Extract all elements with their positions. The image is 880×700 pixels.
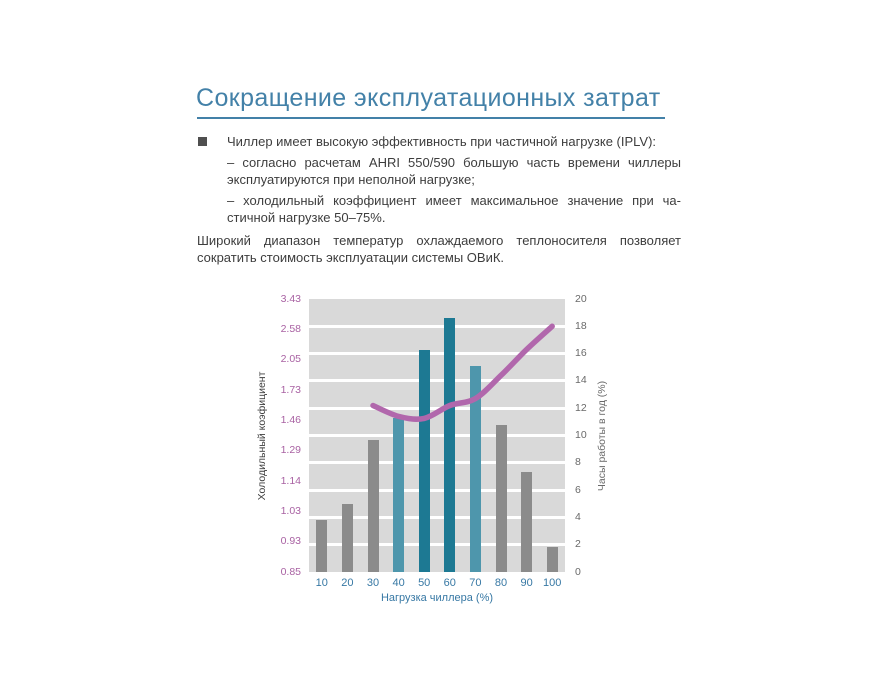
bullet-item: Чиллер имеет высокую эффективность при ч… [197, 133, 681, 150]
grid-line [309, 461, 565, 465]
left-tick-label: 0.93 [280, 535, 301, 548]
grid-line [309, 434, 565, 437]
title-underline [197, 117, 665, 119]
chart-plot-area: Холодильный коэфициент Часы работы в год… [256, 293, 608, 605]
bar-30 [367, 439, 379, 572]
right-tick-label: 20 [575, 292, 587, 305]
square-bullet-icon [198, 137, 207, 146]
bar-40 [393, 417, 405, 572]
body-text: Чиллер имеет высокую эффективность при ч… [197, 133, 681, 266]
right-tick-label: 16 [575, 347, 587, 360]
grid-line [309, 352, 565, 356]
x-tick-label: 50 [418, 577, 431, 589]
bar-90 [521, 472, 533, 572]
closing-paragraph-line-2: сократить стоимость эксплуатации системы… [197, 250, 505, 265]
left-tick-label: 1.03 [280, 504, 301, 517]
sub-item-1-line-2: эксплуатируются при неполной нагрузке; [227, 172, 475, 187]
right-tick-label: 8 [575, 456, 581, 469]
right-tick-label: 6 [575, 483, 581, 496]
grid-line [309, 515, 565, 519]
x-tick-label: 20 [341, 577, 354, 589]
x-tick-label: 10 [315, 577, 328, 589]
left-tick-label: 3.43 [280, 292, 301, 305]
x-tick-label: 70 [469, 577, 482, 589]
x-tick-label: 100 [543, 577, 562, 589]
left-tick-label: 0.85 [280, 565, 301, 578]
cop-line [370, 323, 555, 422]
bar-60 [444, 318, 456, 572]
bar-20 [341, 503, 353, 572]
bullet-text: Чиллер имеет высокую эффективность при ч… [227, 134, 657, 149]
bar-70 [469, 365, 481, 572]
x-tick-label: 80 [494, 577, 508, 589]
left-tick-label: 2.05 [280, 353, 301, 366]
grid-line [309, 543, 565, 547]
bar-100 [546, 547, 558, 572]
right-tick-label: 14 [575, 374, 587, 387]
left-tick-label: 1.46 [280, 413, 301, 426]
sub-item-1: – согласно расчетам AHRI 550/590 большую… [197, 154, 681, 188]
cop-line-layer [370, 323, 555, 422]
left-tick-label: 1.14 [280, 474, 301, 487]
left-tick-label: 1.29 [280, 444, 301, 457]
sub-item-2-line-1: – холодильный коэффициент имеет максимал… [227, 193, 681, 208]
page-title: Сокращение эксплуатационных затрат [196, 84, 661, 112]
bar-10 [316, 520, 328, 572]
right-tick-label: 2 [575, 538, 581, 551]
x-axis-title: Нагрузка чиллера (%) [380, 592, 494, 604]
right-tick-label: 0 [575, 565, 581, 578]
grid-line [309, 488, 565, 492]
grid-line [309, 406, 565, 410]
closing-paragraph-line-1: Широкий диапазон температур охлаждаемого… [197, 233, 681, 248]
left-tick-label: 2.58 [280, 322, 301, 335]
x-tick-label: 90 [520, 577, 533, 589]
x-tick-label: 60 [443, 577, 456, 589]
right-tick-label: 4 [575, 510, 581, 523]
grid-line [309, 324, 565, 328]
x-tick-label: 40 [392, 577, 405, 589]
closing-paragraph: Широкий диапазон температур охлаждаемого… [197, 232, 681, 266]
right-tick-label: 18 [575, 319, 587, 332]
bar-50 [418, 349, 430, 572]
left-tick-label: 1.73 [280, 383, 301, 396]
right-tick-label: 10 [575, 429, 587, 441]
x-tick-label: 30 [366, 577, 380, 589]
right-tick-label: 12 [575, 401, 587, 414]
sub-item-2: – холодильный коэффициент имеет максимал… [197, 192, 681, 226]
bar-80 [495, 424, 507, 572]
grid-line [309, 379, 565, 383]
sub-item-1-line-1: – согласно расчетам AHRI 550/590 большую… [227, 155, 681, 170]
sub-item-2-line-2: стичной нагрузке 50–75%. [227, 210, 386, 225]
